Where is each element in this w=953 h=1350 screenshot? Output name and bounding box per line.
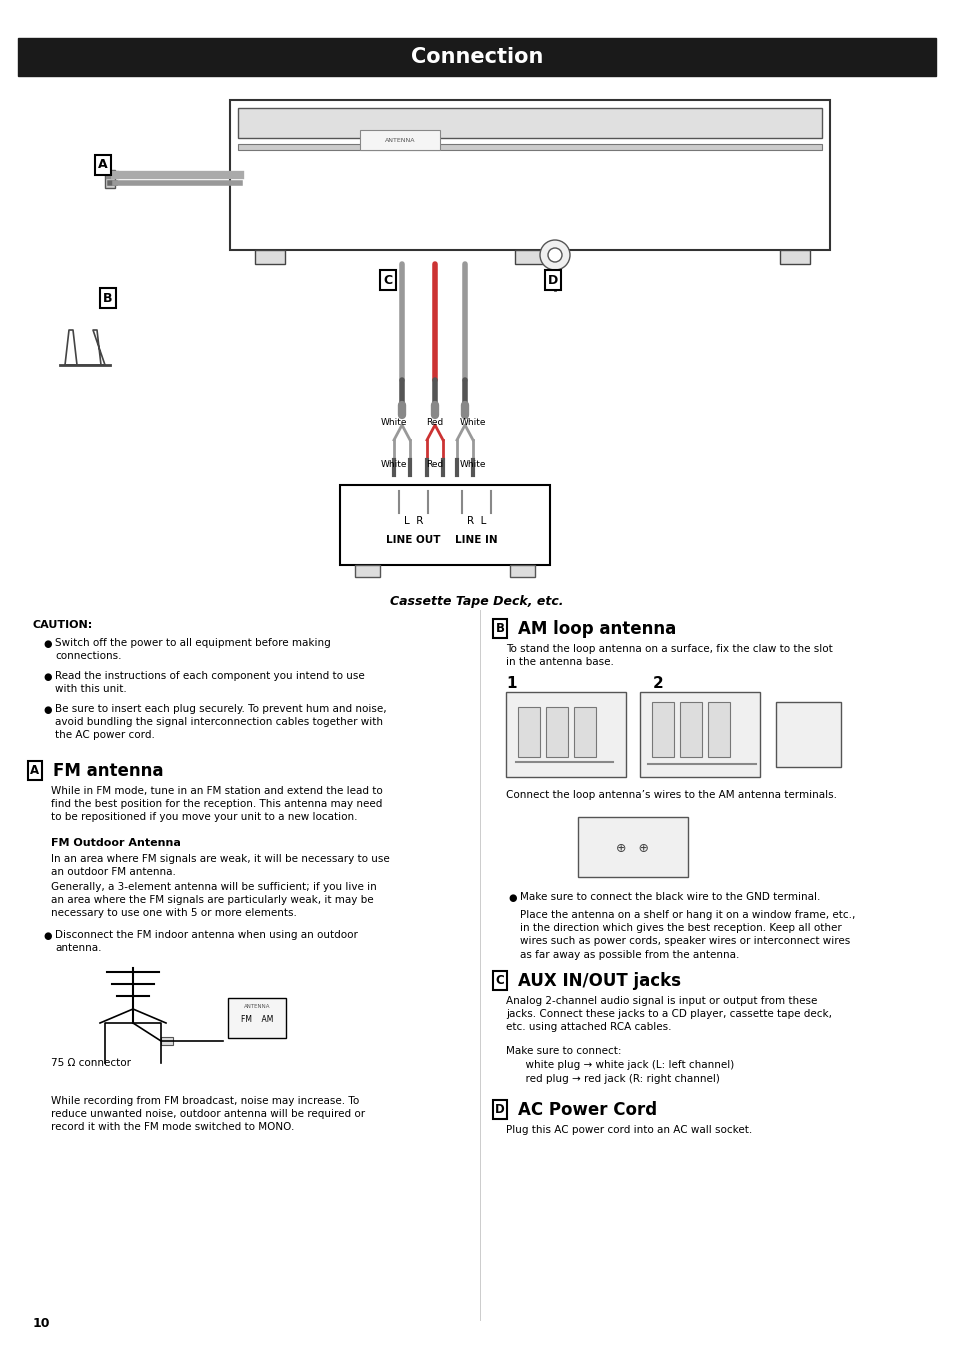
Text: connections.: connections. [55,651,121,661]
Bar [161,1037,172,1045]
Text: White: White [459,460,486,468]
Bar [228,998,286,1038]
Text: ●: ● [43,672,51,682]
Text: ●: ● [507,892,516,903]
Text: C: C [496,973,504,987]
Text: the AC power cord.: the AC power cord. [55,730,154,740]
Bar [545,707,567,757]
Bar [254,250,285,265]
Bar [707,702,729,757]
Text: A: A [98,158,108,171]
Text: Connection: Connection [411,47,542,68]
Bar [515,250,544,265]
Text: Be sure to insert each plug securely. To prevent hum and noise,: Be sure to insert each plug securely. To… [55,703,386,714]
Text: AM loop antenna: AM loop antenna [517,620,676,639]
Text: FM Outdoor Antenna: FM Outdoor Antenna [51,838,181,848]
Bar [237,108,821,138]
Text: White: White [459,418,486,427]
Bar [639,693,760,778]
Text: B: B [103,292,112,305]
Text: ●: ● [43,639,51,649]
Text: Make sure to connect the black wire to the GND terminal.: Make sure to connect the black wire to t… [519,892,820,902]
Text: 75 Ω connector: 75 Ω connector [51,1058,131,1068]
Text: ⊕   ⊕: ⊕ ⊕ [616,842,649,856]
Circle shape [547,248,561,262]
Bar [355,566,379,576]
Bar [505,693,625,778]
Bar [651,702,673,757]
Text: R  L: R L [466,516,486,526]
Text: White: White [380,418,407,427]
Text: Disconnect the FM indoor antenna when using an outdoor
antenna.: Disconnect the FM indoor antenna when us… [55,930,357,953]
Text: Plug this AC power cord into an AC wall socket.: Plug this AC power cord into an AC wall … [505,1125,752,1135]
Bar [780,250,809,265]
Text: B: B [495,622,504,634]
Text: L  R: L R [403,516,423,526]
Text: ●: ● [43,705,51,716]
Text: AUX IN/OUT jacks: AUX IN/OUT jacks [517,972,680,990]
Text: While recording from FM broadcast, noise may increase. To
reduce unwanted noise,: While recording from FM broadcast, noise… [51,1096,365,1133]
Bar [510,566,535,576]
Text: CAUTION:: CAUTION: [33,620,93,630]
Text: LINE IN: LINE IN [455,535,497,545]
Text: Cassette Tape Deck, etc.: Cassette Tape Deck, etc. [390,595,563,608]
Text: D: D [495,1103,504,1116]
Text: Red: Red [426,460,443,468]
Text: Read the instructions of each component you intend to use: Read the instructions of each component … [55,671,364,680]
Text: 10: 10 [33,1318,51,1330]
Bar [230,100,829,250]
Text: ●: ● [43,931,51,941]
Bar [339,485,550,566]
Text: with this unit.: with this unit. [55,684,127,694]
Bar [105,170,115,188]
Text: ANTENNA: ANTENNA [244,1004,270,1008]
Text: D: D [547,274,558,286]
Text: Make sure to connect:
      white plug → white jack (L: left channel)
      red : Make sure to connect: white plug → white… [505,1046,734,1084]
Text: Place the antenna on a shelf or hang it on a window frame, etc.,
in the directio: Place the antenna on a shelf or hang it … [519,910,855,960]
Text: Red: Red [426,418,443,427]
Text: Connect the loop antenna’s wires to the AM antenna terminals.: Connect the loop antenna’s wires to the … [505,790,836,801]
Text: White: White [380,460,407,468]
Text: ANTENNA: ANTENNA [384,138,415,143]
Bar [237,144,821,150]
Text: FM antenna: FM antenna [53,761,163,780]
Text: C: C [383,274,392,286]
Text: AC Power Cord: AC Power Cord [517,1102,657,1119]
Bar [679,702,701,757]
Bar [18,38,935,76]
Bar [574,707,596,757]
Text: Generally, a 3-element antenna will be sufficient; if you live in
an area where : Generally, a 3-element antenna will be s… [51,882,376,918]
Bar [775,702,841,767]
Text: 2: 2 [652,676,663,691]
Text: A: A [30,764,39,778]
Text: Switch off the power to all equipment before making: Switch off the power to all equipment be… [55,639,331,648]
Text: FM    AM: FM AM [240,1015,273,1025]
Text: avoid bundling the signal interconnection cables together with: avoid bundling the signal interconnectio… [55,717,382,728]
Circle shape [539,240,569,270]
Bar [578,817,687,878]
Text: Analog 2-channel audio signal is input or output from these
jacks. Connect these: Analog 2-channel audio signal is input o… [505,996,831,1033]
Bar [359,130,439,150]
Text: In an area where FM signals are weak, it will be necessary to use
an outdoor FM : In an area where FM signals are weak, it… [51,855,390,878]
Text: While in FM mode, tune in an FM station and extend the lead to
find the best pos: While in FM mode, tune in an FM station … [51,786,382,822]
Text: 1: 1 [505,676,516,691]
Text: To stand the loop antenna on a surface, fix the claw to the slot
in the antenna : To stand the loop antenna on a surface, … [505,644,832,667]
Bar [517,707,539,757]
Text: LINE OUT: LINE OUT [386,535,440,545]
